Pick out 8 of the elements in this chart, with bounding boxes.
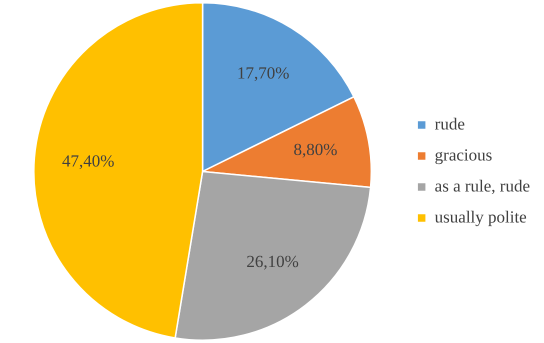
legend-label: gracious [434, 145, 492, 164]
legend-label: usually polite [434, 207, 527, 226]
data-label: 47,40% [62, 152, 114, 171]
data-label: 8,80% [293, 140, 338, 160]
data-label: 17,70% [236, 64, 290, 83]
legend-label: as a rule, rude [434, 176, 530, 196]
legend-label: rude [434, 114, 465, 134]
data-label: 26,10% [246, 252, 299, 271]
